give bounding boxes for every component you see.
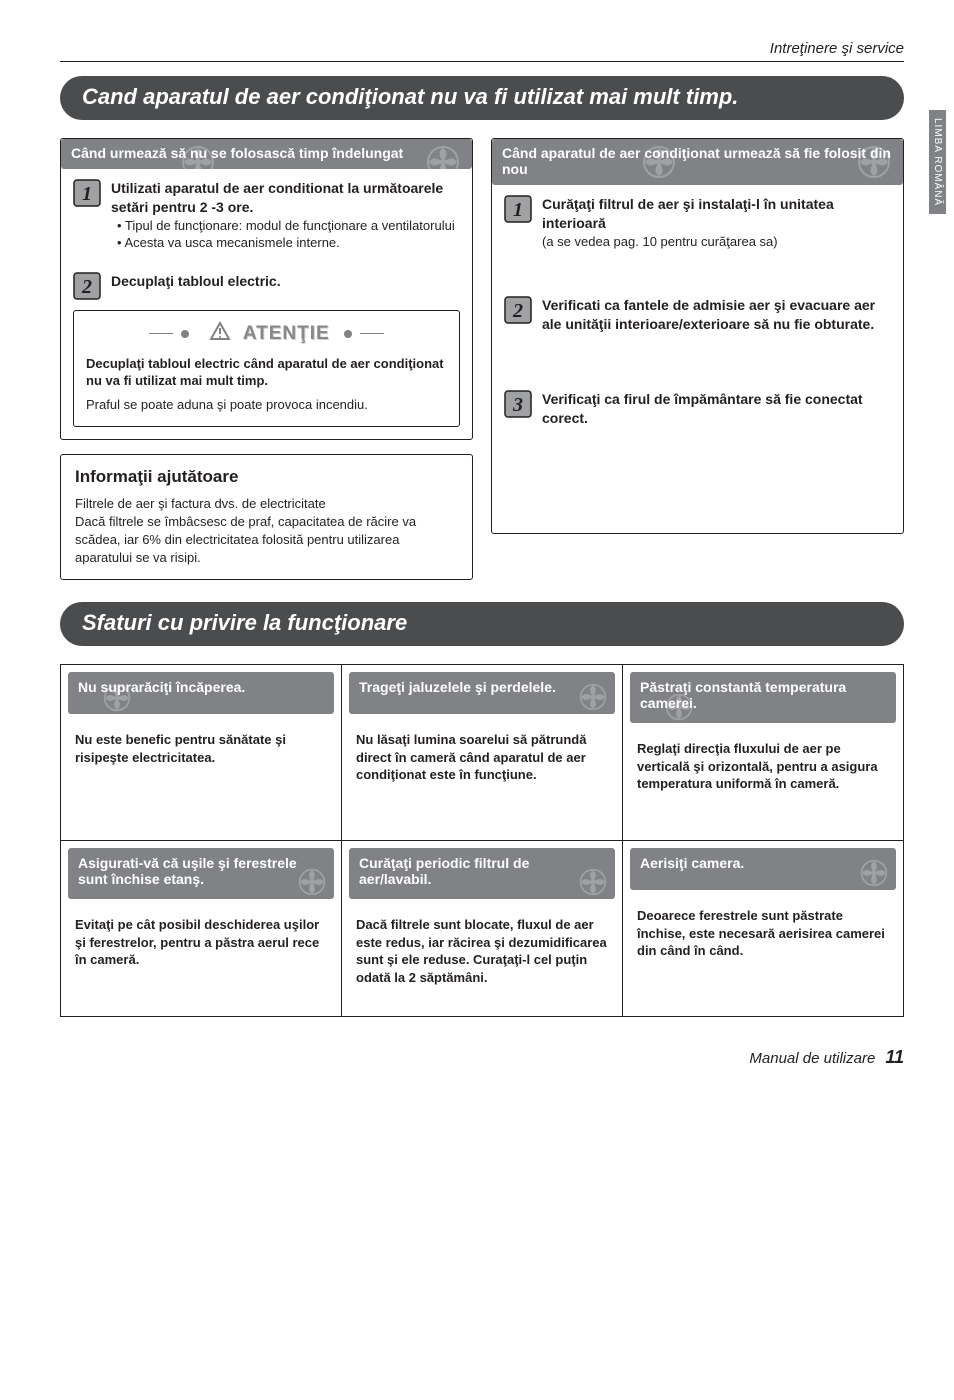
step-number-2-icon: 2 bbox=[504, 296, 532, 334]
svg-text:3: 3 bbox=[512, 394, 523, 416]
section1-title: Cand aparatul de aer condiţionat nu va f… bbox=[60, 76, 904, 120]
step-number-3-icon: 3 bbox=[504, 390, 532, 428]
right-card-header-text: Când aparatul de aer condiţionat urmează… bbox=[502, 145, 891, 177]
fan-icon bbox=[579, 868, 607, 896]
left-step1-bullet2: • Acesta va usca mecanismele interne. bbox=[111, 234, 460, 252]
tip-head-text: Aerisiţi camera. bbox=[640, 855, 744, 871]
tip-body-1-2: Nu lăsaţi lumina soarelui să pătrundă di… bbox=[342, 721, 622, 831]
attention-subtext: Praful se poate aduna şi poate provoca i… bbox=[86, 396, 447, 414]
tip-head-1-2: Trageţi jaluzelele şi perdelele. bbox=[349, 672, 615, 714]
attention-box: ATENŢIE Decuplaţi tabloul electric când … bbox=[73, 310, 460, 427]
right-step-1: 1 Curăţaţi filtrul de aer şi instalaţi-l… bbox=[504, 195, 891, 250]
tip-head-2-3: Aerisiţi camera. bbox=[630, 848, 896, 890]
tip-head-text: Asigurati-vă că uşile şi feres­trele sun… bbox=[78, 855, 297, 887]
page-footer: Manual de utilizare 11 bbox=[60, 1047, 904, 1068]
fan-icon bbox=[103, 684, 131, 712]
tip-head-2-2: Curăţaţi periodic filtrul de aer/lavabil… bbox=[349, 848, 615, 899]
tips-row-1: Nu suprarăciţi încăperea. Nu este benefi… bbox=[61, 665, 904, 841]
svg-text:2: 2 bbox=[512, 300, 523, 322]
tips-table: Nu suprarăciţi încăperea. Nu este benefi… bbox=[60, 664, 904, 1017]
step-number-1-icon: 1 bbox=[73, 179, 101, 252]
section2-title: Sfaturi cu privire la funcţionare bbox=[60, 602, 904, 646]
fan-icon bbox=[665, 693, 693, 721]
left-card-header-text: Când urmează să nu se folosască timp înd… bbox=[71, 145, 403, 161]
fan-icon bbox=[298, 868, 326, 896]
fan-icon bbox=[857, 145, 891, 179]
footer-title: Manual de utilizare bbox=[749, 1050, 875, 1067]
left-step1-bold: Utilizati aparatul de aer conditionat la… bbox=[111, 179, 460, 217]
left-step-1: 1 Utilizati aparatul de aer conditionat … bbox=[73, 179, 460, 252]
tip-head-1-1: Nu suprarăciţi încăperea. bbox=[68, 672, 334, 714]
info-helper-box: Informaţii ajutătoare Filtrele de aer şi… bbox=[60, 454, 473, 581]
tip-head-1-3: Păstraţi constantă tempera­tura camerei. bbox=[630, 672, 896, 723]
right-step1-bold: Curăţaţi filtrul de aer şi instalaţi-l î… bbox=[542, 195, 891, 233]
fan-icon bbox=[642, 145, 676, 179]
side-language-tab: LIMBA ROMÂNĂ bbox=[929, 110, 946, 214]
svg-text:2: 2 bbox=[81, 276, 92, 298]
fan-icon bbox=[860, 859, 888, 887]
step-number-1-icon: 1 bbox=[504, 195, 532, 250]
section1-columns: Când urmează să nu se folosască timp înd… bbox=[60, 138, 904, 580]
attention-title: ATENŢIE bbox=[86, 321, 447, 347]
tip-body-2-2: Dacă filtrele sunt blocate, flu­xul de a… bbox=[342, 906, 622, 1016]
tip-body-1-1: Nu este benefic pentru sănă­tate şi risi… bbox=[61, 721, 341, 831]
left-card: Când urmează să nu se folosască timp înd… bbox=[60, 138, 473, 440]
tip-body-2-1: Evitaţi pe cât posibil deschi­derea uşil… bbox=[61, 906, 341, 1016]
svg-text:1: 1 bbox=[82, 183, 92, 205]
info-helper-title: Informaţii ajutătoare bbox=[75, 467, 458, 487]
svg-text:1: 1 bbox=[513, 199, 523, 221]
fan-icon bbox=[181, 145, 215, 179]
step-number-2-icon: 2 bbox=[73, 272, 101, 300]
right-card-header: Când aparatul de aer condiţionat urmează… bbox=[492, 139, 903, 185]
warning-triangle-icon bbox=[209, 321, 231, 347]
tip-head-text: Curăţaţi periodic filtrul de aer/lavabil… bbox=[359, 855, 529, 887]
fan-icon bbox=[426, 145, 460, 179]
page-number: 11 bbox=[885, 1047, 904, 1068]
attention-text: Decuplaţi tabloul electric când aparatul… bbox=[86, 355, 447, 390]
left-step-2: 2 Decuplaţi tabloul electric. bbox=[73, 272, 460, 300]
left-step1-bullet1: • Tipul de funcţionare: modul de funcţio… bbox=[111, 217, 460, 235]
attention-label: ATENŢIE bbox=[243, 323, 330, 344]
info-helper-text: Filtrele de aer şi factura dvs. de elect… bbox=[75, 495, 458, 568]
tips-row-2: Asigurati-vă că uşile şi feres­trele sun… bbox=[61, 841, 904, 1017]
left-step2-bold: Decuplaţi tabloul electric. bbox=[111, 272, 281, 291]
right-step-2: 2 Verificati ca fantele de admisie aer ş… bbox=[504, 296, 891, 334]
tip-head-text: Trageţi jaluzelele şi perdelele. bbox=[359, 679, 556, 695]
right-card: Când aparatul de aer condiţionat urmează… bbox=[491, 138, 904, 534]
running-header: Intreţinere şi service bbox=[60, 40, 904, 57]
right-step-3: 3 Verificaţi ca firul de împământare să … bbox=[504, 390, 891, 428]
tip-body-2-3: Deoarece ferestrele sunt păs­trate închi… bbox=[623, 897, 903, 1007]
right-step2-bold: Verificati ca fantele de admisie aer şi … bbox=[542, 296, 891, 334]
tip-body-1-3: Reglaţi direcţia fluxului de aer pe vert… bbox=[623, 730, 903, 840]
tip-head-2-1: Asigurati-vă că uşile şi feres­trele sun… bbox=[68, 848, 334, 899]
right-step1-sub: (a se vedea pag. 10 pentru curăţarea sa) bbox=[542, 233, 891, 251]
header-rule bbox=[60, 61, 904, 62]
fan-icon bbox=[579, 683, 607, 711]
right-step3-bold: Verificaţi ca firul de împământare să fi… bbox=[542, 390, 891, 428]
left-card-header: Când urmează să nu se folosască timp înd… bbox=[61, 139, 472, 169]
